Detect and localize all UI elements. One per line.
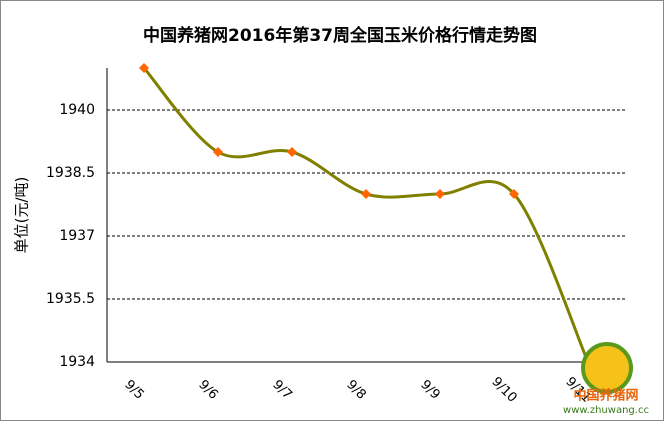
y-tick-label: 1940 [59,102,95,118]
point-marker [287,147,297,157]
point-marker [213,147,223,157]
y-tick-label: 1937 [59,228,95,244]
logo [581,342,633,394]
point-marker [139,63,149,73]
logo-name: 中国养猪网 [573,388,638,404]
point-marker [509,189,519,199]
y-axis-label: 单位(元/吨) [13,177,31,254]
y-tick-label: 1934 [59,354,95,370]
watermark: 中国养猪网 www.zhuwang.cc [563,342,649,416]
y-tick-label: 1938.5 [46,165,95,181]
point-marker [361,189,371,199]
logo-url: www.zhuwang.cc [563,405,649,416]
chart-title: 中国养猪网2016年第37周全国玉米价格行情走势图 [143,25,537,46]
point-marker [435,189,445,199]
y-tick-label: 1935.5 [46,291,95,307]
